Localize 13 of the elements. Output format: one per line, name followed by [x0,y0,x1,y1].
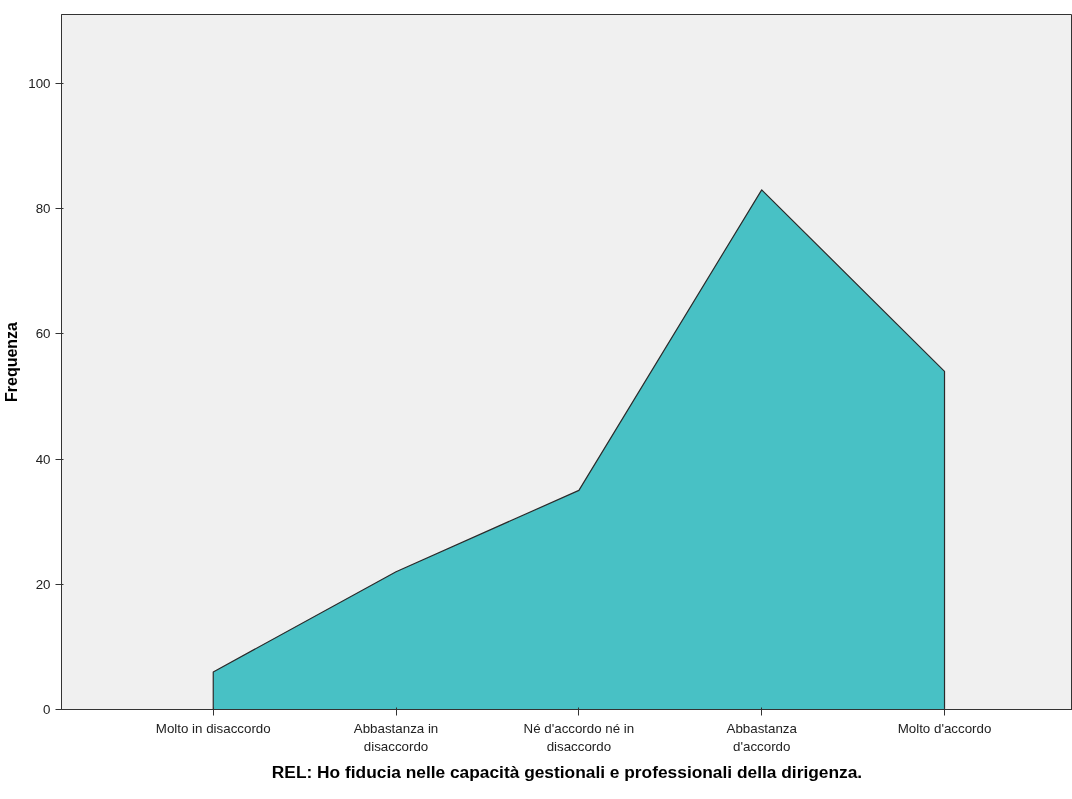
x-tick-label: Abbastanza d'accordo [726,720,798,754]
x-tick-label: Abbastanza in disaccordo [353,720,439,754]
y-tick-label: 0 [43,702,51,717]
x-tick-label: Molto in disaccordo [155,720,271,736]
y-tick-label: 100 [28,75,51,91]
y-tick-label: 80 [35,201,51,217]
x-axis-title: REL: Ho fiducia nelle capacità gestionali e professionali della dirigenza. [271,761,863,782]
y-tick-label: 40 [35,451,51,467]
y-tick-label: 20 [35,576,51,592]
y-tick-label: 60 [35,326,51,342]
y-axis-title: Frequenza [3,321,21,403]
x-tick-label: Né d'accordo né in disaccordo [523,720,635,754]
x-tick-label: Molto d'accordo [897,720,992,736]
